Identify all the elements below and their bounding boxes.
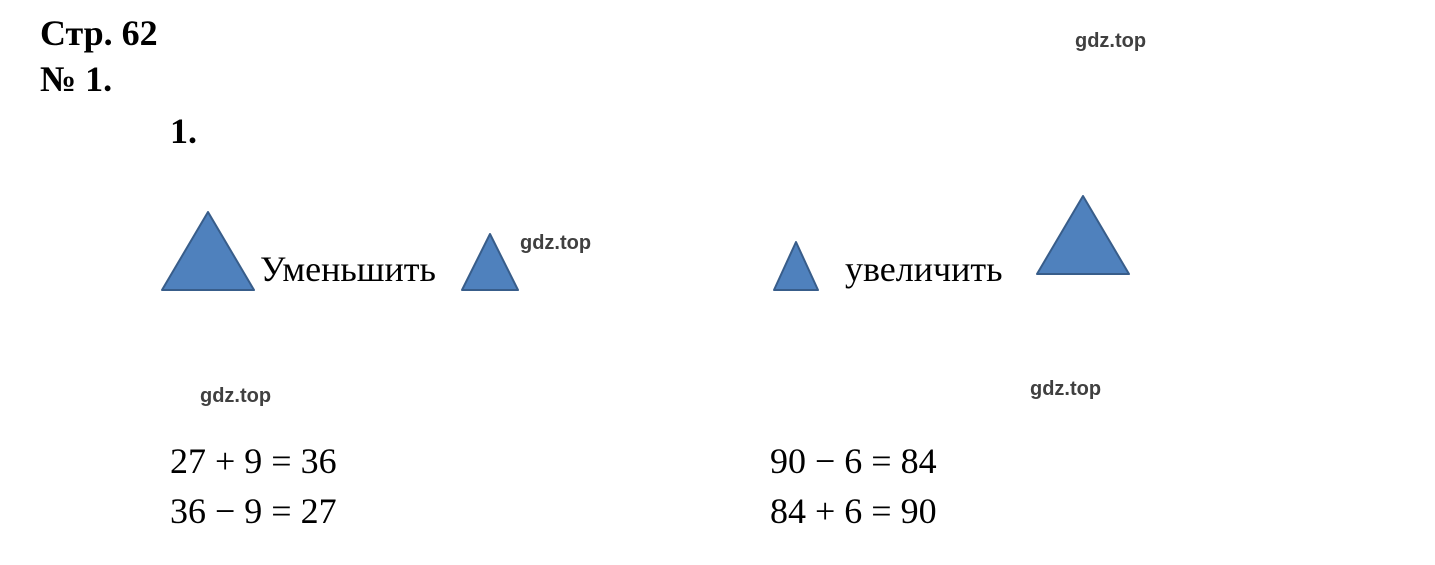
- equation: 36 − 9 = 27: [170, 490, 337, 532]
- watermark-bottom-right: gdz.top: [1030, 378, 1101, 401]
- word-decrease: Уменьшить: [260, 248, 436, 290]
- triangle-icon: [460, 232, 520, 292]
- equation: 27 + 9 = 36: [170, 440, 337, 482]
- sub-label: 1.: [170, 110, 197, 152]
- triangle-icon: [1035, 194, 1131, 276]
- watermark-bottom-left: gdz.top: [200, 385, 271, 408]
- watermark-top-right: gdz.top: [1075, 30, 1146, 53]
- page-label: Стр. 62: [40, 12, 158, 54]
- equation: 90 − 6 = 84: [770, 440, 937, 482]
- word-increase: увеличить: [845, 248, 1003, 290]
- triangle-icon: [160, 210, 256, 292]
- exercise-label: № 1.: [40, 58, 112, 100]
- triangle-icon: [772, 240, 820, 292]
- watermark-mid: gdz.top: [520, 232, 591, 255]
- equation: 84 + 6 = 90: [770, 490, 937, 532]
